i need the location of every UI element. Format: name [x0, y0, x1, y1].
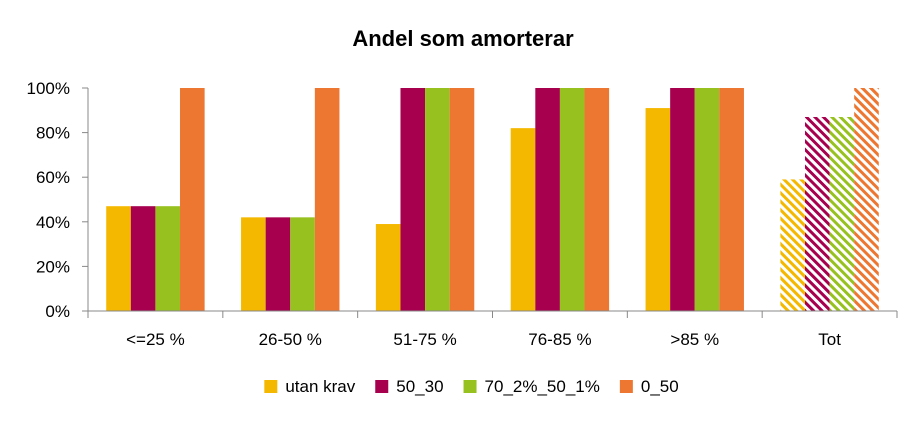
bar-50-30-26-50 [265, 217, 291, 311]
bar-0-50-25 [180, 88, 205, 311]
bar-70-2-50-1-25 [155, 206, 181, 311]
x-axis-ticks: <=25 % 26-50 % 51-75 % 76-85 % >85 % Tot [126, 330, 841, 349]
y-tick-label: 60% [36, 168, 70, 187]
legend-item-70-2-50-1: 70_2%_50_1% [463, 377, 600, 396]
x-tick-label: 76-85 % [528, 330, 591, 349]
bar-utan-krav-25 [106, 206, 131, 311]
bar-70-2-50-1-tot [829, 116, 855, 312]
chart-title: Andel som amorterar [352, 26, 574, 51]
bar-utan-krav-26-50 [241, 217, 266, 311]
y-tick-label: 0% [45, 302, 70, 321]
bar-70-2-50-1-51-75 [425, 88, 450, 311]
bar-utan-krav-tot [780, 179, 805, 311]
bar-utan-krav-51-75 [375, 224, 401, 311]
bar-0-50-51-75 [449, 88, 475, 311]
x-tick-label: 26-50 % [259, 330, 322, 349]
x-tick-label: <=25 % [126, 330, 185, 349]
y-tick-label: 100% [27, 79, 70, 98]
legend-item-50-30: 50_30 [375, 377, 444, 396]
x-tick-label: Tot [818, 330, 841, 349]
legend-label: utan krav [285, 377, 355, 396]
legend-item-utan-krav: utan krav [264, 377, 356, 396]
y-tick-label: 40% [36, 213, 70, 232]
bar-0-50-tot [854, 88, 879, 311]
bar-0-50-26-50 [314, 88, 340, 311]
y-axis-ticks: 0% 20% 40% 60% 80% 100% [27, 79, 88, 321]
legend-label: 50_30 [396, 377, 443, 396]
legend: utan krav 50_30 70_2%_50_1% 0_50 [264, 377, 679, 396]
bar-utan-krav-85 [645, 108, 671, 311]
bar-0-50-85 [719, 88, 744, 311]
bar-50-30-76-85 [535, 88, 560, 311]
legend-label: 0_50 [641, 377, 679, 396]
axes [87, 88, 898, 318]
y-tick-label: 20% [36, 257, 70, 276]
legend-swatch [375, 380, 389, 393]
bar-0-50-76-85 [584, 88, 610, 311]
bar-70-2-50-1-76-85 [559, 88, 585, 311]
y-tick-label: 80% [36, 124, 70, 143]
bar-50-30-85 [670, 88, 695, 311]
bar-utan-krav-76-85 [510, 128, 536, 311]
bar-70-2-50-1-85 [694, 88, 720, 311]
legend-label: 70_2%_50_1% [485, 377, 600, 396]
legend-swatch [463, 380, 477, 393]
x-tick-label: 51-75 % [393, 330, 456, 349]
legend-swatch [264, 380, 278, 393]
bar-70-2-50-1-26-50 [290, 217, 315, 311]
legend-swatch [619, 380, 633, 393]
bar-50-30-25 [130, 206, 156, 311]
x-tick-label: >85 % [670, 330, 719, 349]
legend-item-0-50: 0_50 [619, 377, 679, 396]
bar-50-30-51-75 [400, 88, 426, 311]
bar-50-30-tot [804, 116, 830, 312]
bars [106, 88, 879, 312]
